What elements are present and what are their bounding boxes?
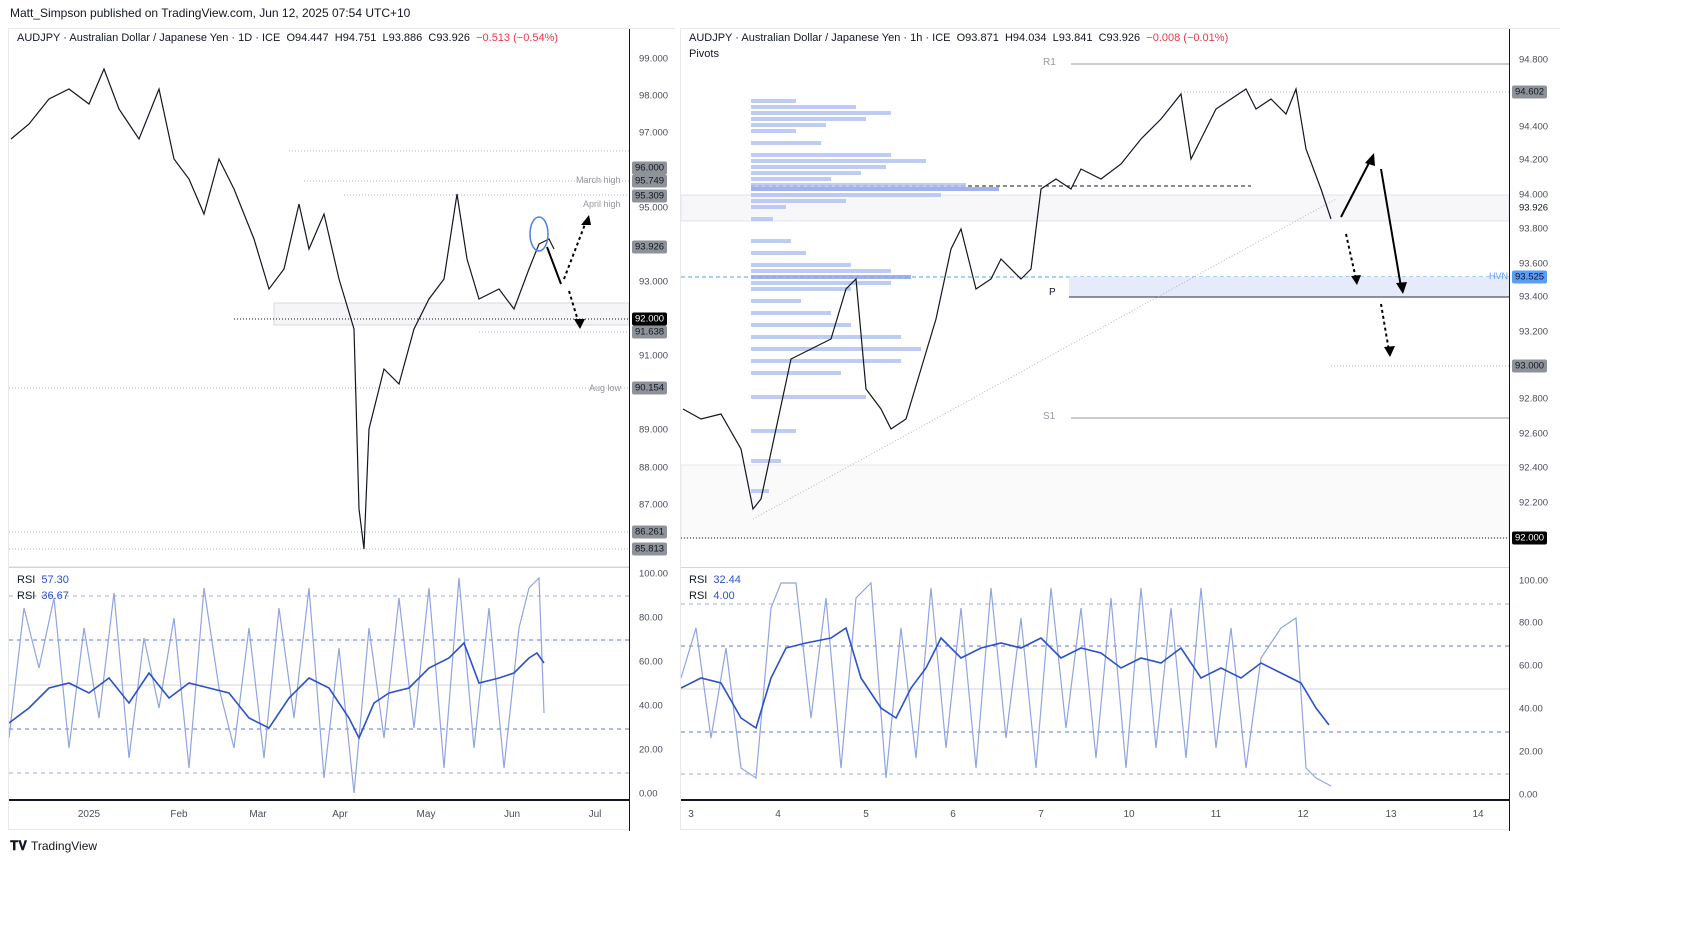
- aug-low-label: Aug low: [589, 383, 622, 393]
- pivot-p-label: P: [1049, 287, 1056, 298]
- hourly-chart-panel[interactable]: R1 P S1 HVN AUDJPY · Australian Dollar /…: [680, 28, 1561, 831]
- hvn-label: HVN: [1489, 271, 1509, 281]
- daily-price-plot[interactable]: [9, 29, 629, 799]
- daily-rsi-legend-2: RSI 36.67: [17, 590, 69, 602]
- hourly-legend: AUDJPY · Australian Dollar / Japanese Ye…: [689, 32, 1229, 44]
- march-high-label: March high: [576, 175, 621, 185]
- pivots-indicator-label[interactable]: Pivots: [689, 48, 719, 60]
- daily-time-axis[interactable]: 2025 Feb Mar Apr May Jun Jul: [9, 799, 629, 829]
- tradingview-brand[interactable]: 𝐓𝐕 TradingView: [10, 838, 98, 853]
- hourly-price-axis[interactable]: 94.800 94.602 94.400 94.200 94.000 93.92…: [1509, 29, 1561, 831]
- publisher-line: Matt_Simpson published on TradingView.co…: [10, 6, 411, 20]
- hourly-price-plot[interactable]: [681, 29, 1509, 799]
- pivot-r1-label: R1: [1043, 57, 1056, 68]
- daily-legend: AUDJPY · Australian Dollar / Japanese Ye…: [17, 32, 559, 44]
- daily-rsi-legend-1: RSI 57.30: [17, 574, 69, 586]
- hourly-time-axis[interactable]: 3 4 5 6 7 10 11 12 13 14: [681, 799, 1509, 829]
- hourly-rsi-pane[interactable]: RSI 32.44 RSI 4.00: [681, 567, 1509, 799]
- hourly-rsi-legend-2: RSI 4.00: [689, 590, 735, 602]
- volume-profile: [751, 99, 999, 493]
- hourly-rsi-legend-1: RSI 32.44: [689, 574, 741, 586]
- daily-price-axis[interactable]: 99.000 98.000 97.000 96.000 95.749 95.30…: [629, 29, 676, 831]
- april-high-label: April high: [583, 199, 621, 209]
- daily-rsi-pane[interactable]: RSI 57.30 RSI 36.67: [9, 567, 629, 799]
- daily-chart-panel[interactable]: March high April high Aug low AUDJPY · A…: [8, 28, 676, 831]
- tradingview-logo-icon: 𝐓𝐕: [10, 838, 27, 853]
- pivot-s1-label: S1: [1043, 411, 1056, 422]
